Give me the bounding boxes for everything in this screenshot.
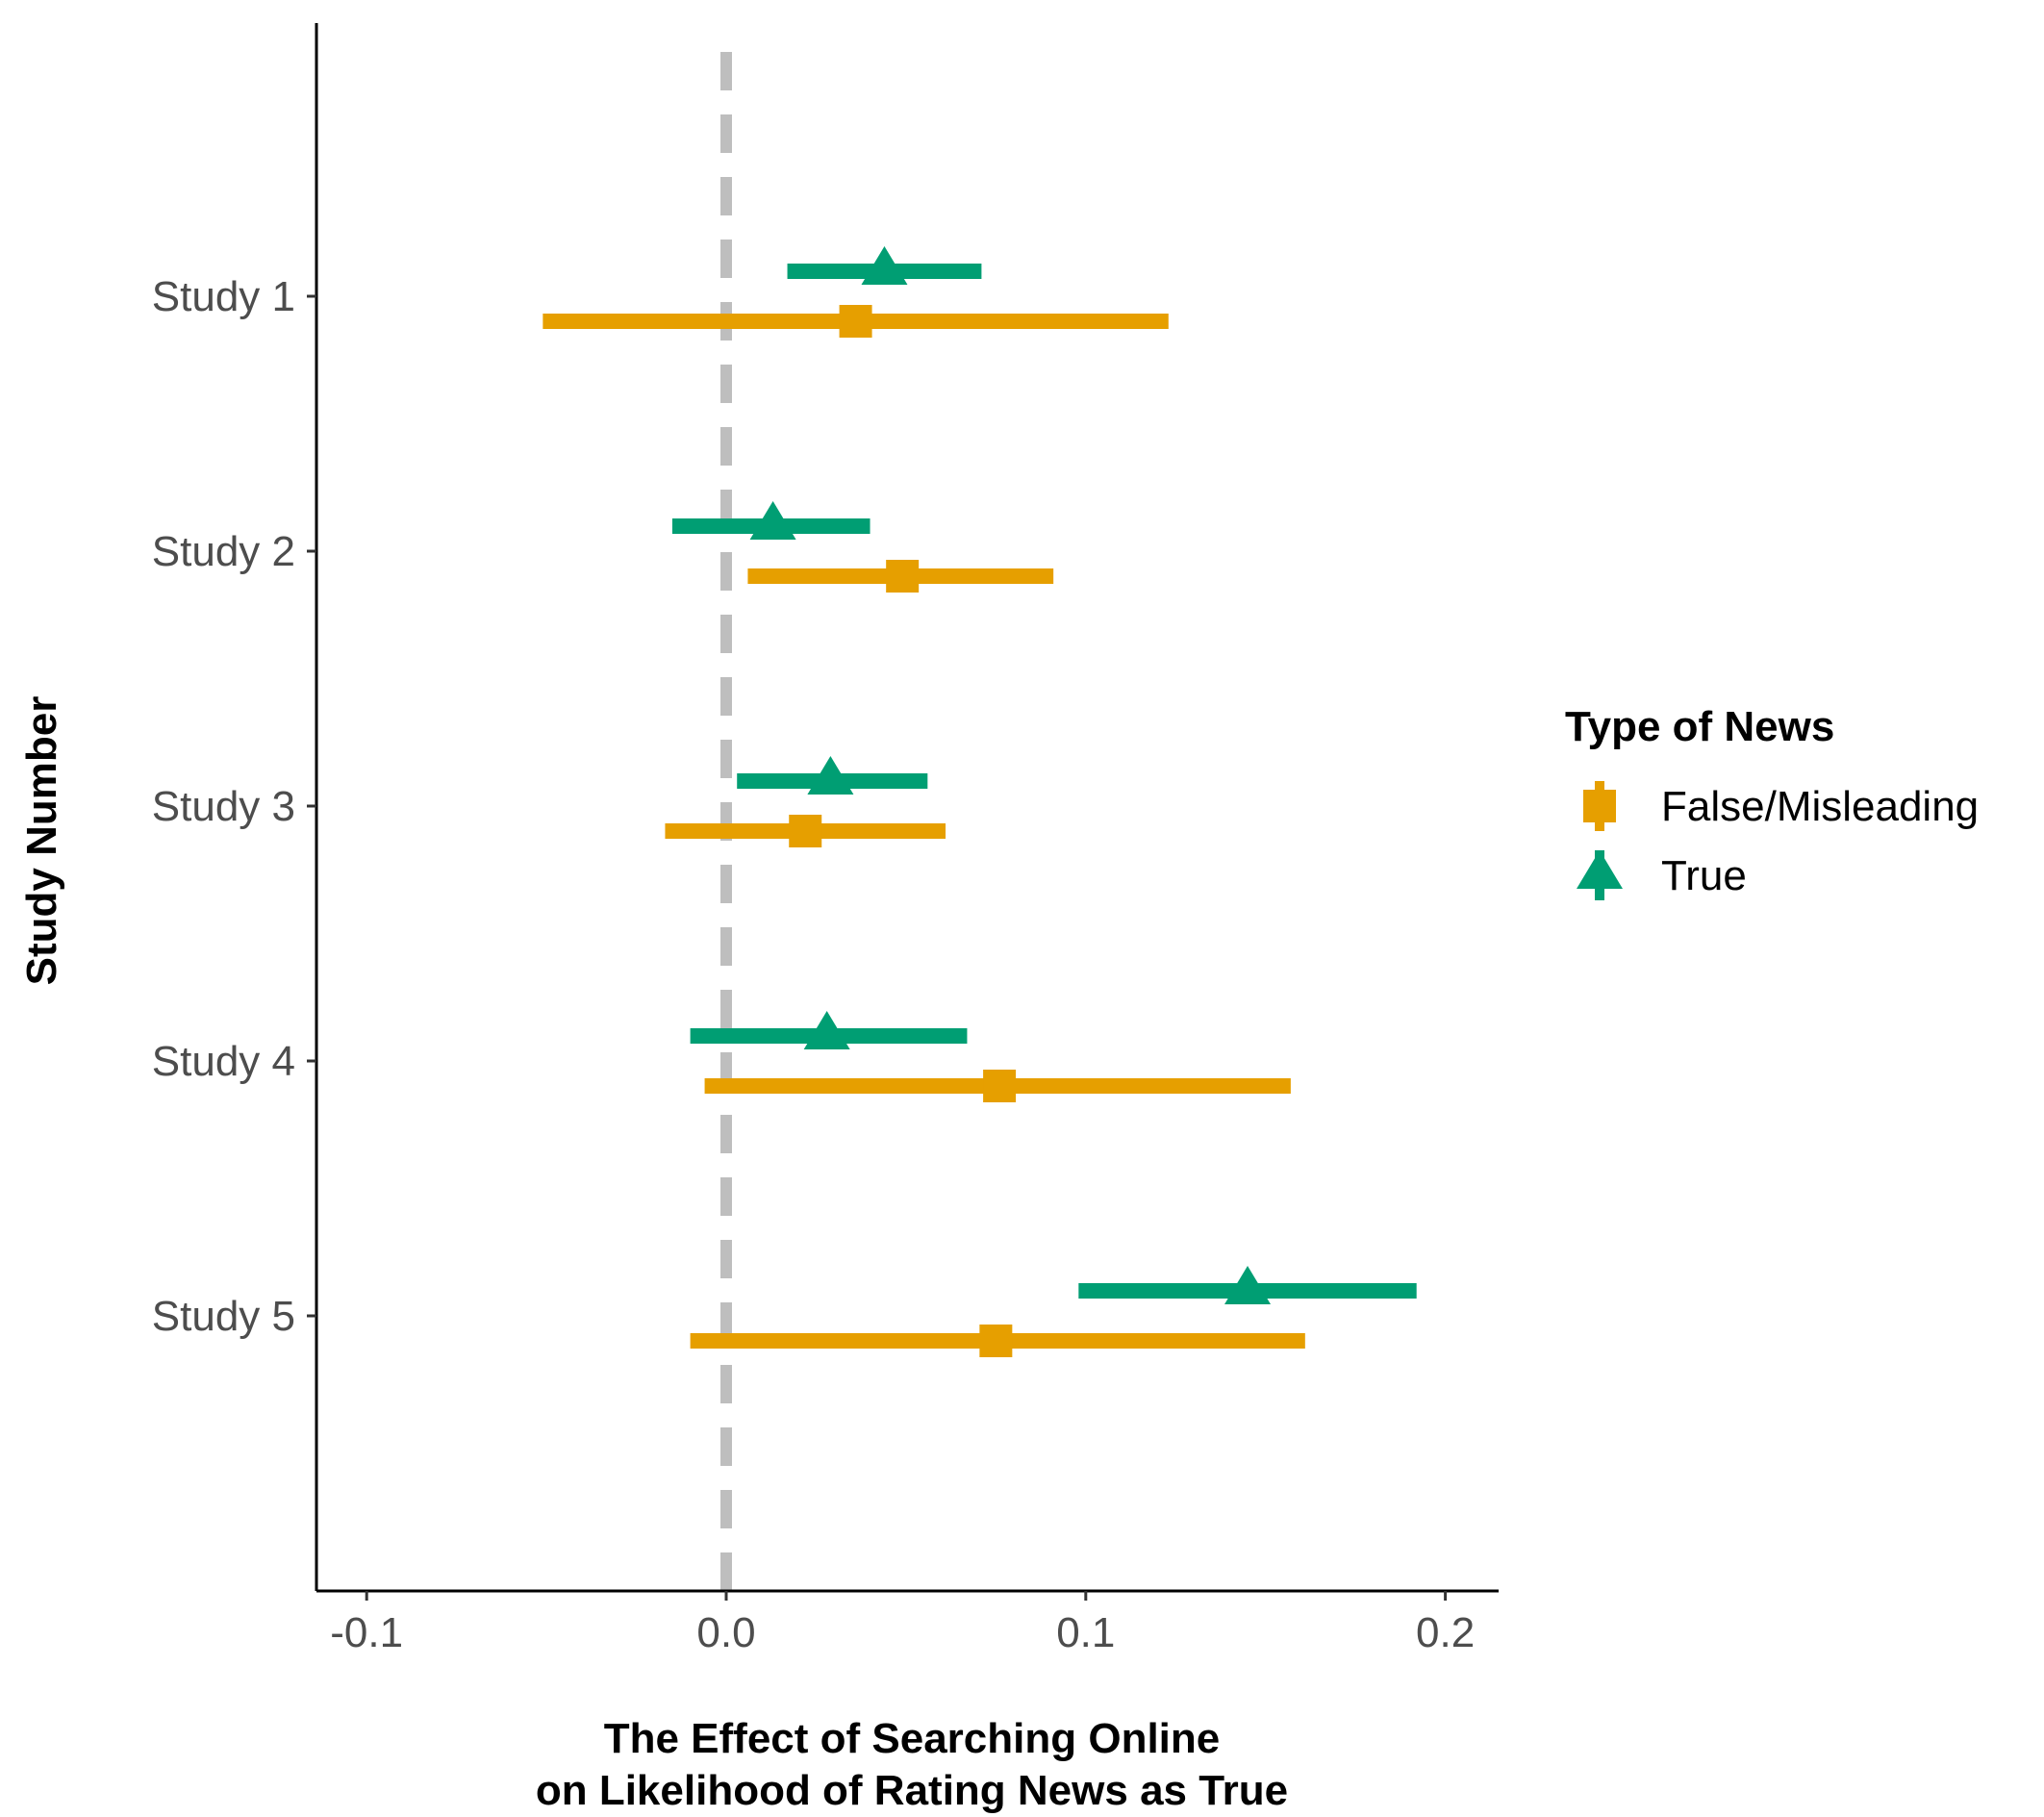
legend: Type of News False/Misleading True <box>1565 703 1979 900</box>
estimate-marker-study-4 <box>803 1011 850 1049</box>
series-true <box>671 246 1417 1304</box>
x-tick-label: 0.0 <box>696 1609 755 1656</box>
x-axis-title-line-1: The Effect of Searching Online <box>604 1715 1221 1762</box>
y-tick-label: Study 3 <box>152 783 295 830</box>
y-axis-title: Study Number <box>18 696 65 986</box>
series-false-misleading <box>543 305 1305 1357</box>
legend-label: True <box>1661 852 1747 899</box>
estimate-marker-study-2 <box>886 560 920 593</box>
x-tick-label: 0.2 <box>1416 1609 1475 1656</box>
estimate-marker-study-5 <box>1224 1266 1272 1304</box>
y-tick-label: Study 4 <box>152 1038 295 1085</box>
legend-title: Type of News <box>1565 703 1834 750</box>
legend-item-false-misleading: False/Misleading <box>1583 781 1979 831</box>
y-tick-label: Study 1 <box>152 273 295 320</box>
x-axis-title-line-2: on Likelihood of Rating News as True <box>536 1767 1288 1814</box>
estimate-marker-study-3 <box>807 756 854 795</box>
x-tick-label: 0.1 <box>1056 1609 1115 1656</box>
legend-item-true: True <box>1577 850 1747 900</box>
legend-label: False/Misleading <box>1661 783 1979 830</box>
estimate-marker-study-1 <box>861 246 908 285</box>
estimate-marker-study-2 <box>749 501 796 540</box>
plot-area <box>543 52 1417 1591</box>
triangle-icon <box>1577 850 1623 889</box>
y-tick-label: Study 5 <box>152 1293 295 1340</box>
square-icon <box>1583 790 1616 822</box>
estimate-marker-study-1 <box>839 305 872 338</box>
x-tick-label: -0.1 <box>330 1609 403 1656</box>
estimate-marker-study-4 <box>983 1070 1017 1102</box>
estimate-marker-study-5 <box>979 1325 1013 1357</box>
estimate-marker-study-3 <box>789 815 822 847</box>
y-tick-label: Study 2 <box>152 528 295 575</box>
axes: Study 1 Study 2 Study 3 Study 4 Study 5 -0.1 0… <box>152 23 1499 1656</box>
